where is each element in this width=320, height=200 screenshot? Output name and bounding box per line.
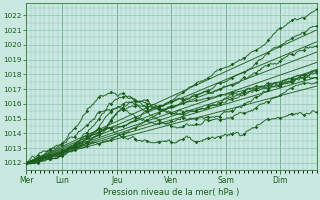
X-axis label: Pression niveau de la mer( hPa ): Pression niveau de la mer( hPa ) bbox=[103, 188, 239, 197]
